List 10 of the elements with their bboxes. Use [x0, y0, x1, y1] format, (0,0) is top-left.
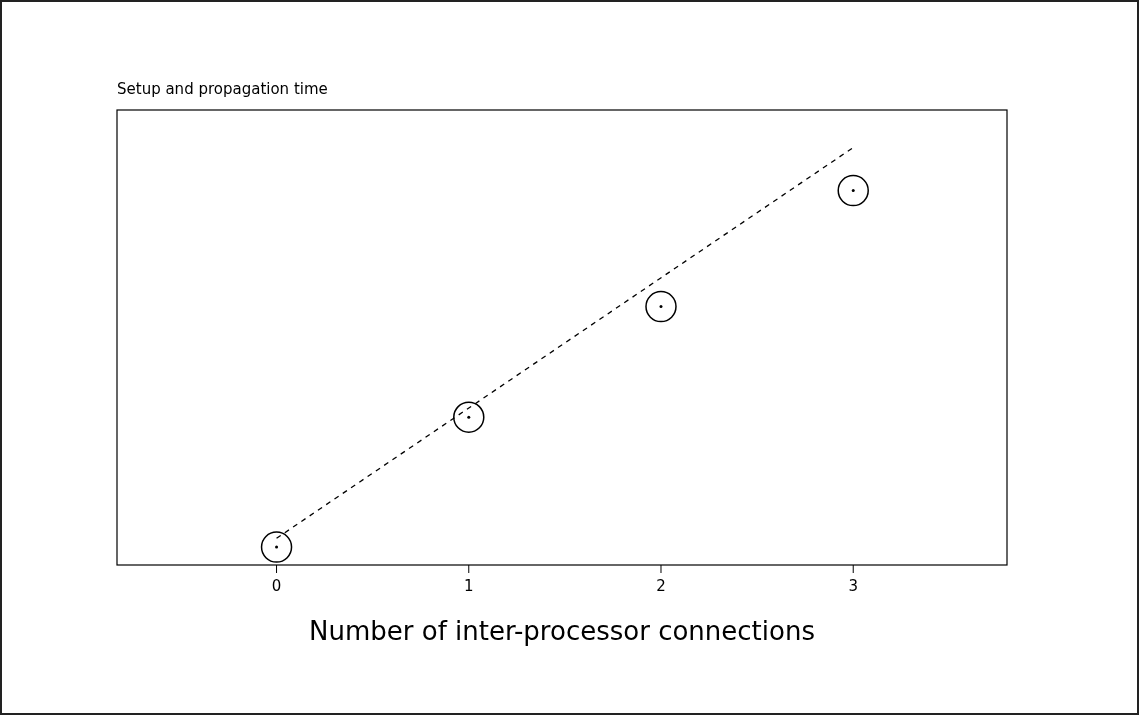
y-axis-title: Setup and propagation time: [117, 80, 328, 98]
point: [260, 531, 293, 563]
x-tick-label: 0: [271, 577, 282, 595]
point: [453, 401, 485, 433]
x-tick-label: 3: [848, 577, 858, 595]
x-axis-title: Number of inter-processor connections: [309, 616, 815, 646]
x-tick-label: 1: [464, 577, 474, 595]
point: [837, 174, 869, 207]
x-tick-label: 2: [656, 577, 666, 595]
point: [645, 290, 677, 323]
